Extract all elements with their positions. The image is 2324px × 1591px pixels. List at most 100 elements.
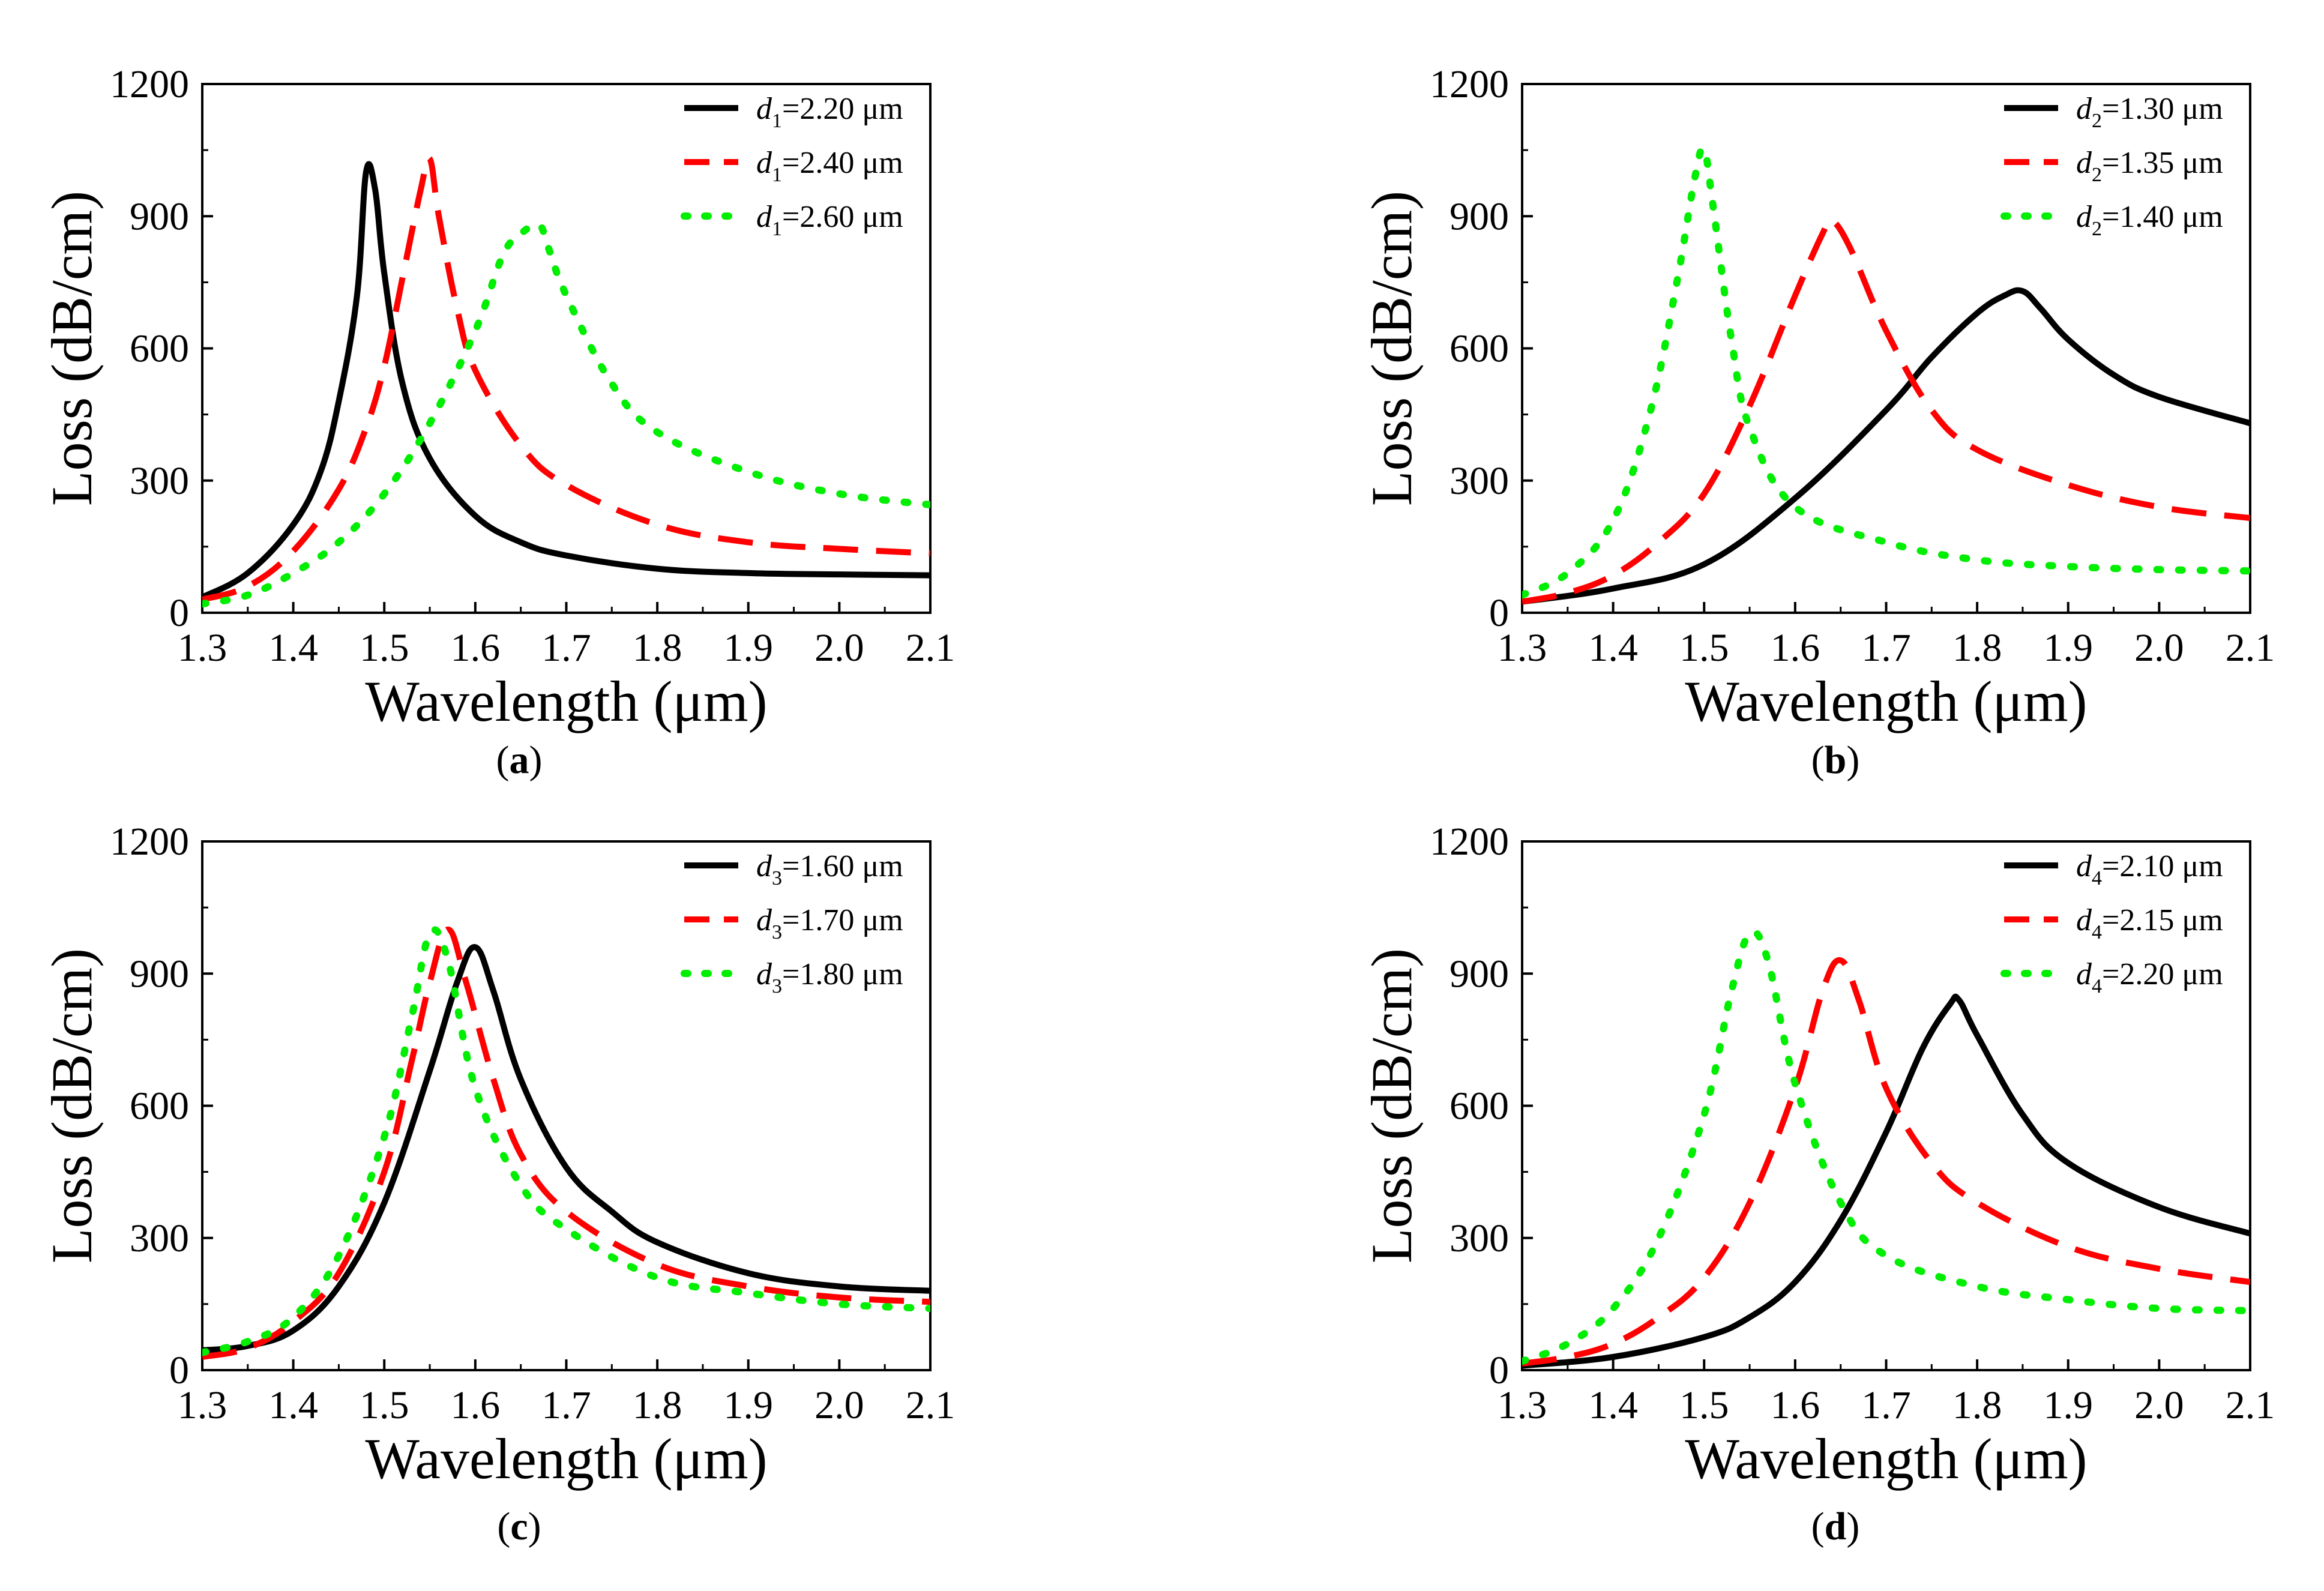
legend-var: d (756, 903, 772, 937)
legend-value: =2.10 μm (2102, 849, 2223, 883)
y-tick-label: 300 (130, 459, 189, 503)
legend-sub: 3 (772, 921, 782, 943)
legend-value: =2.20 μm (782, 92, 903, 126)
y-axis-title: Loss (dB/cm) (40, 191, 104, 506)
legend-var: d (756, 849, 772, 883)
y-tick-label: 1200 (1430, 820, 1509, 864)
y-tick-label: 600 (1449, 327, 1509, 371)
legend-var: d (2076, 200, 2092, 234)
series-line-2 (1522, 145, 2250, 599)
y-tick-label: 300 (1449, 459, 1509, 503)
legend-sub: 2 (2092, 110, 2102, 132)
x-axis-title: Wavelength (μm) (365, 669, 767, 733)
caption-open-paren: ( (497, 1505, 510, 1548)
panel-caption: (b) (1811, 738, 1860, 782)
x-tick-label: 2.1 (906, 1383, 956, 1427)
legend-var: d (756, 957, 772, 991)
y-tick-label: 1200 (110, 820, 189, 864)
series-line-1 (202, 926, 930, 1360)
legend-entry-2: d2=1.40 μm (2076, 200, 2223, 240)
y-axis-title: Loss (dB/cm) (40, 948, 104, 1263)
x-tick-label: 1.9 (724, 1383, 774, 1427)
x-tick-label: 1.7 (541, 1383, 591, 1427)
chart-panel-d: 1.3 1.4 1.5 1.6 1.7 1.8 1.9 2.0 2.1 0 300 600 900 120… (1359, 820, 2275, 1548)
x-axis-title: Wavelength (μm) (365, 1427, 767, 1491)
series-group (1522, 928, 2250, 1369)
legend-sub: 1 (772, 218, 782, 240)
y-tick-label: 600 (1449, 1084, 1509, 1128)
legend-entry-1: d1=2.40 μm (756, 146, 903, 186)
caption-close-paren: ) (1846, 1505, 1859, 1548)
x-tick-label: 1.8 (1952, 626, 2002, 670)
legend-entry-0: d1=2.20 μm (756, 92, 903, 132)
legend-sub: 4 (2092, 867, 2102, 889)
x-tick-label: 1.5 (1679, 626, 1729, 670)
y-tick-label: 0 (169, 591, 189, 635)
legend-sub: 3 (772, 975, 782, 997)
y-tick-label: 900 (130, 194, 189, 238)
x-tick-label: 2.0 (814, 626, 864, 670)
legend-entry-1: d4=2.15 μm (2076, 903, 2223, 943)
x-tick-label: 2.1 (906, 626, 956, 670)
caption-letter: c (510, 1505, 528, 1548)
y-tick-label: 900 (1449, 194, 1509, 238)
chart-panel-c: 1.3 1.4 1.5 1.6 1.7 1.8 1.9 2.0 2.1 0 300 600 900 120… (40, 820, 955, 1548)
legend-value: =1.30 μm (2102, 92, 2223, 126)
x-tick-label: 1.5 (1679, 1383, 1729, 1427)
y-tick-label: 1200 (110, 62, 189, 106)
y-tick-label: 900 (1449, 952, 1509, 996)
x-tick-label: 1.4 (1588, 1383, 1638, 1427)
legend-value: =1.40 μm (2102, 200, 2223, 234)
y-tick-label: 900 (130, 952, 189, 996)
x-tick-label: 1.7 (1861, 626, 1911, 670)
legend-sub: 4 (2092, 921, 2102, 943)
x-axis-title: Wavelength (μm) (1685, 669, 2087, 733)
x-tick-label: 1.3 (1498, 626, 1547, 670)
caption-letter: a (510, 738, 529, 782)
legend-entry-2: d4=2.20 μm (2076, 957, 2223, 997)
legend-sub: 1 (772, 164, 782, 186)
legend-entry-0: d3=1.60 μm (756, 849, 903, 889)
legend-sub: 2 (2092, 218, 2102, 240)
y-tick-label: 600 (130, 327, 189, 371)
legend-var: d (756, 200, 772, 234)
x-tick-label: 1.3 (178, 1383, 227, 1427)
x-tick-label: 2.1 (2226, 626, 2275, 670)
x-tick-label: 1.6 (451, 1383, 501, 1427)
caption-letter: b (1825, 738, 1847, 782)
x-tick-label: 1.5 (360, 1383, 409, 1427)
legend-value: =1.35 μm (2102, 146, 2223, 180)
x-tick-label: 2.1 (2226, 1383, 2275, 1427)
y-tick-label: 300 (130, 1217, 189, 1260)
x-axis-title: Wavelength (μm) (1685, 1427, 2087, 1491)
panels: 1.3 1.4 1.5 1.6 1.7 1.8 1.9 2.0 2.10300600900120… (40, 62, 2275, 1548)
legend-entry-1: d3=1.70 μm (756, 903, 903, 943)
legend-sub: 2 (2092, 164, 2102, 186)
legend-value: =2.20 μm (2102, 957, 2223, 991)
y-axis-title: Loss (dB/cm) (1359, 948, 1424, 1263)
x-tick-label: 1.6 (1771, 626, 1820, 670)
legend-value: =2.15 μm (2102, 903, 2223, 937)
series-line-0 (202, 944, 930, 1353)
caption-open-paren: ( (1811, 738, 1825, 782)
y-tick-label: 0 (1489, 591, 1509, 635)
legend-entry-2: d3=1.80 μm (756, 957, 903, 997)
panel-caption: (d) (1811, 1505, 1860, 1548)
legend-value: =1.60 μm (782, 849, 903, 883)
legend-value: =2.60 μm (782, 200, 903, 234)
series-line-1 (1522, 217, 2250, 605)
x-tick-label: 1.9 (2044, 626, 2094, 670)
caption-open-paren: ( (1811, 1505, 1825, 1548)
series-line-2 (202, 221, 930, 608)
legend-sub: 1 (772, 110, 782, 132)
series-line-2 (1522, 928, 2250, 1365)
x-tick-label: 1.7 (1861, 1383, 1911, 1427)
series-line-0 (1522, 287, 2250, 605)
legend-var: d (756, 92, 772, 126)
x-tick-label: 1.7 (541, 626, 591, 670)
legend-entry-0: d4=2.10 μm (2076, 849, 2223, 889)
panel-caption: (a) (496, 738, 543, 782)
x-tick-label: 2.0 (2134, 626, 2184, 670)
y-tick-label: 1200 (1430, 62, 1509, 106)
